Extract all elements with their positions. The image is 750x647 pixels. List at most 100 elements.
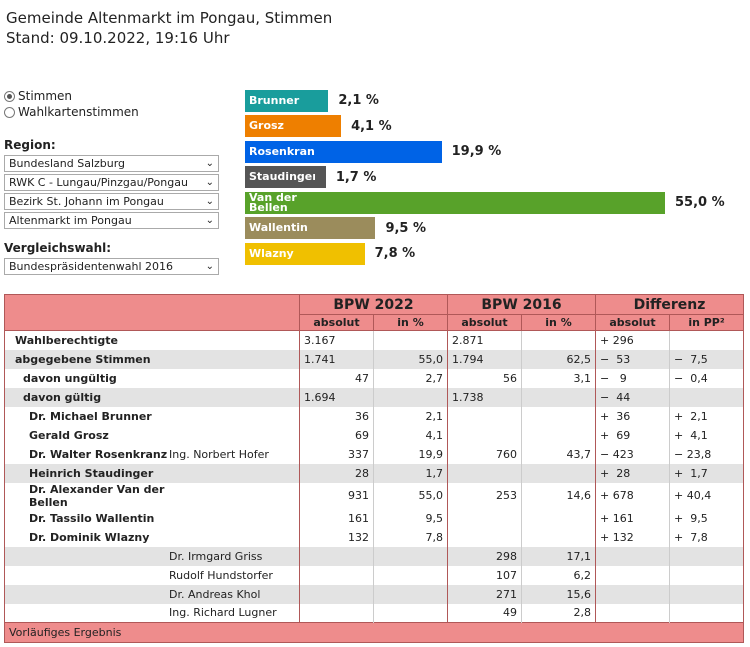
cell-dp bbox=[669, 584, 744, 604]
cell-p16 bbox=[521, 425, 596, 445]
row-name-cell: Heinrich Staudinger bbox=[4, 463, 300, 483]
cell-a22 bbox=[299, 565, 374, 585]
region-select-bundesland[interactable]: Bundesland Salzburg ⌄ bbox=[4, 155, 219, 172]
cell-dp: + 40,4 bbox=[669, 482, 744, 509]
bar-row: Van der Bellen 55,0 % bbox=[245, 190, 745, 216]
cell-a22: 1.741 bbox=[299, 349, 374, 369]
table-row: davon gültig 1.694 1.738 − 44 bbox=[4, 387, 744, 407]
title-line-1: Gemeinde Altenmarkt im Pongau, Stimmen bbox=[6, 9, 333, 27]
cell-p16 bbox=[521, 406, 596, 426]
cell-p22: 4,1 bbox=[373, 425, 448, 445]
radio-wahlkarten-label: Wahlkartenstimmen bbox=[18, 105, 139, 119]
radio-checked-icon[interactable] bbox=[4, 90, 15, 102]
cell-a16: 1.738 bbox=[447, 387, 522, 407]
table-row: Heinrich Staudinger 28 1,7 + 28 + 1,7 bbox=[4, 463, 744, 483]
cell-a16: 56 bbox=[447, 368, 522, 388]
region-select-gemeinde[interactable]: Altenmarkt im Pongau ⌄ bbox=[4, 212, 219, 229]
cell-dp: + 7,8 bbox=[669, 527, 744, 547]
cell-dp bbox=[669, 603, 744, 623]
table-row: Rudolf Hundstorfer 107 6,2 bbox=[4, 565, 744, 585]
col-pct-2022: in % bbox=[373, 314, 448, 331]
cell-a16: 49 bbox=[447, 603, 522, 623]
cell-a16: 1.794 bbox=[447, 349, 522, 369]
page-title: Gemeinde Altenmarkt im Pongau, Stimmen S… bbox=[6, 8, 332, 48]
col-absolut-diff: absolut bbox=[595, 314, 670, 331]
bar-label: Van der Bellen bbox=[245, 191, 315, 214]
cell-a22 bbox=[299, 584, 374, 604]
table-row: Wahlberechtigte 3.167 2.871 + 296 bbox=[4, 330, 744, 350]
cell-p16 bbox=[521, 330, 596, 350]
region-select-bezirk[interactable]: Bezirk St. Johann im Pongau ⌄ bbox=[4, 193, 219, 210]
cell-da: − 9 bbox=[595, 368, 670, 388]
cell-a22: 1.694 bbox=[299, 387, 374, 407]
radio-stimmen-label: Stimmen bbox=[18, 89, 73, 103]
cell-p16 bbox=[521, 527, 596, 547]
select-value: RWK C - Lungau/Pinzgau/Pongau bbox=[9, 176, 188, 189]
cell-da: + 69 bbox=[595, 425, 670, 445]
cell-a22: 36 bbox=[299, 406, 374, 426]
cell-da: + 36 bbox=[595, 406, 670, 426]
chevron-down-icon: ⌄ bbox=[205, 177, 214, 188]
group-differenz: Differenz bbox=[595, 294, 744, 315]
table-row: Dr. Tassilo Wallentin 161 9,5 + 161 + 9,5 bbox=[4, 508, 744, 528]
radio-unchecked-icon[interactable] bbox=[4, 106, 15, 118]
cell-p16: 14,6 bbox=[521, 482, 596, 509]
select-value: Altenmarkt im Pongau bbox=[9, 214, 132, 227]
cell-p22: 7,8 bbox=[373, 527, 448, 547]
radio-stimmen[interactable]: Stimmen bbox=[4, 88, 219, 104]
cell-a16: 271 bbox=[447, 584, 522, 604]
row-sublabel: Ing. Norbert Hofer bbox=[169, 447, 269, 461]
cell-a16 bbox=[447, 406, 522, 426]
col-pp-diff: in PP² bbox=[669, 314, 744, 331]
cell-a22: 28 bbox=[299, 463, 374, 483]
cell-a22: 931 bbox=[299, 482, 374, 509]
title-line-2: Stand: 09.10.2022, 19:16 Uhr bbox=[6, 29, 230, 47]
row-label: Dr. Michael Brunner bbox=[29, 409, 152, 423]
table-row: davon ungültig 47 2,7 56 3,1− 9− 0,4 bbox=[4, 368, 744, 388]
cell-p16: 62,5 bbox=[521, 349, 596, 369]
cell-da: + 132 bbox=[595, 527, 670, 547]
cell-a16: 298 bbox=[447, 546, 522, 566]
col-absolut-2022: absolut bbox=[299, 314, 374, 331]
cell-da: + 161 bbox=[595, 508, 670, 528]
row-name-cell: Dr. Michael Brunner bbox=[4, 406, 300, 426]
cell-da: + 28 bbox=[595, 463, 670, 483]
radio-wahlkartenstimmen[interactable]: Wahlkartenstimmen bbox=[4, 104, 219, 120]
table-corner bbox=[4, 294, 300, 331]
row-label: Wahlberechtigte bbox=[15, 333, 118, 347]
cell-dp bbox=[669, 330, 744, 350]
cell-p16: 3,1 bbox=[521, 368, 596, 388]
row-label: Dr. Dominik Wlazny bbox=[29, 530, 150, 544]
chevron-down-icon: ⌄ bbox=[205, 261, 214, 272]
cell-da: − 423 bbox=[595, 444, 670, 464]
cell-p22 bbox=[373, 603, 448, 623]
cell-dp bbox=[669, 387, 744, 407]
region-select-rwk[interactable]: RWK C - Lungau/Pinzgau/Pongau ⌄ bbox=[4, 174, 219, 191]
cell-p22: 2,1 bbox=[373, 406, 448, 426]
row-name-cell: davon gültig bbox=[4, 387, 300, 407]
bar-label: Rosenkranz bbox=[245, 140, 321, 163]
table-row: Dr. Irmgard Griss 298 17,1 bbox=[4, 546, 744, 566]
row-name-cell: Dr. Andreas Khol bbox=[4, 584, 300, 604]
cell-da: + 296 bbox=[595, 330, 670, 350]
bar-row: Staudinger 1,7 % bbox=[245, 165, 745, 191]
bar bbox=[315, 242, 365, 265]
row-name-cell: Rudolf Hundstorfer bbox=[4, 565, 300, 585]
table-row: Dr. Alexander Van der Bellen 931 55,0 253 14… bbox=[4, 482, 744, 509]
cell-a22 bbox=[299, 603, 374, 623]
cell-da bbox=[595, 584, 670, 604]
bar-label: Staudinger bbox=[245, 166, 318, 189]
row-name-cell: Dr. Dominik Wlazny bbox=[4, 527, 300, 547]
bar-row: Wlazny 7,8 % bbox=[245, 241, 745, 267]
row-sublabel: Dr. Andreas Khol bbox=[169, 587, 261, 601]
bar-row: Brunner 2,1 % bbox=[245, 88, 745, 114]
cell-da: − 53 bbox=[595, 349, 670, 369]
row-name-cell: Dr. Alexander Van der Bellen bbox=[4, 482, 300, 509]
cell-a22: 337 bbox=[299, 444, 374, 464]
vergleichswahl-select[interactable]: Bundespräsidentenwahl 2016 ⌄ bbox=[4, 258, 219, 275]
table-row: Dr. Andreas Khol 271 15,6 bbox=[4, 584, 744, 604]
cell-dp bbox=[669, 565, 744, 585]
cell-da bbox=[595, 546, 670, 566]
cell-a16 bbox=[447, 425, 522, 445]
cell-a22: 3.167 bbox=[299, 330, 374, 350]
